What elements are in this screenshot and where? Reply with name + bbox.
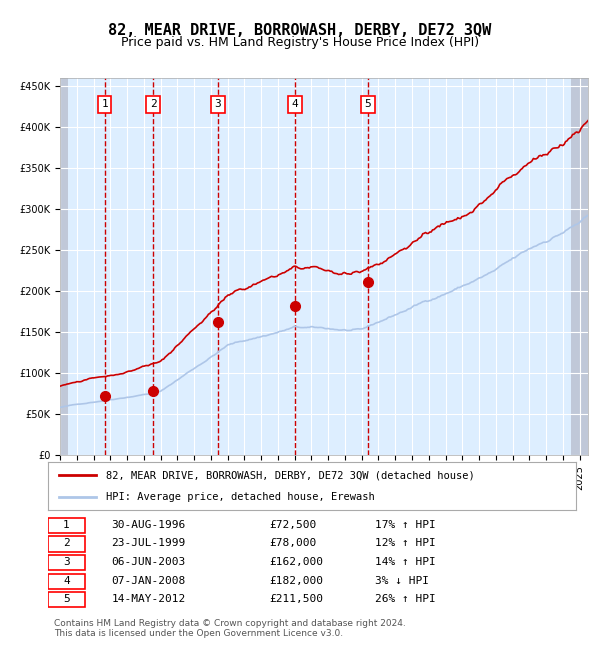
Text: This data is licensed under the Open Government Licence v3.0.: This data is licensed under the Open Gov… [54,629,343,638]
Text: 3% ↓ HPI: 3% ↓ HPI [376,576,430,586]
Bar [571,78,588,455]
Text: £162,000: £162,000 [270,557,324,567]
Text: £78,000: £78,000 [270,538,317,549]
Text: 5: 5 [365,99,371,109]
Text: HPI: Average price, detached house, Erewash: HPI: Average price, detached house, Erew… [106,491,375,502]
Text: 4: 4 [292,99,298,109]
FancyBboxPatch shape [48,592,85,608]
Text: 06-JUN-2003: 06-JUN-2003 [112,557,185,567]
FancyBboxPatch shape [48,555,85,570]
FancyBboxPatch shape [48,536,85,552]
Text: 82, MEAR DRIVE, BORROWASH, DERBY, DE72 3QW: 82, MEAR DRIVE, BORROWASH, DERBY, DE72 3… [109,23,491,38]
FancyBboxPatch shape [48,518,85,533]
Text: 30-AUG-1996: 30-AUG-1996 [112,520,185,530]
Text: 3: 3 [215,99,221,109]
Bar [60,78,68,455]
Text: 4: 4 [63,576,70,586]
Text: £211,500: £211,500 [270,594,324,604]
Text: 2: 2 [63,538,70,549]
Text: 1: 1 [101,99,108,109]
Text: 17% ↑ HPI: 17% ↑ HPI [376,520,436,530]
Text: 23-JUL-1999: 23-JUL-1999 [112,538,185,549]
Text: Contains HM Land Registry data © Crown copyright and database right 2024.: Contains HM Land Registry data © Crown c… [54,619,406,628]
Text: £182,000: £182,000 [270,576,324,586]
Text: 82, MEAR DRIVE, BORROWASH, DERBY, DE72 3QW (detached house): 82, MEAR DRIVE, BORROWASH, DERBY, DE72 3… [106,470,475,480]
Text: 26% ↑ HPI: 26% ↑ HPI [376,594,436,604]
Text: 14% ↑ HPI: 14% ↑ HPI [376,557,436,567]
Text: 3: 3 [63,557,70,567]
Text: Price paid vs. HM Land Registry's House Price Index (HPI): Price paid vs. HM Land Registry's House … [121,36,479,49]
Text: 5: 5 [63,594,70,604]
Text: 14-MAY-2012: 14-MAY-2012 [112,594,185,604]
Text: 2: 2 [149,99,157,109]
Text: £72,500: £72,500 [270,520,317,530]
Text: 12% ↑ HPI: 12% ↑ HPI [376,538,436,549]
Text: 07-JAN-2008: 07-JAN-2008 [112,576,185,586]
FancyBboxPatch shape [48,574,85,589]
Text: 1: 1 [63,520,70,530]
